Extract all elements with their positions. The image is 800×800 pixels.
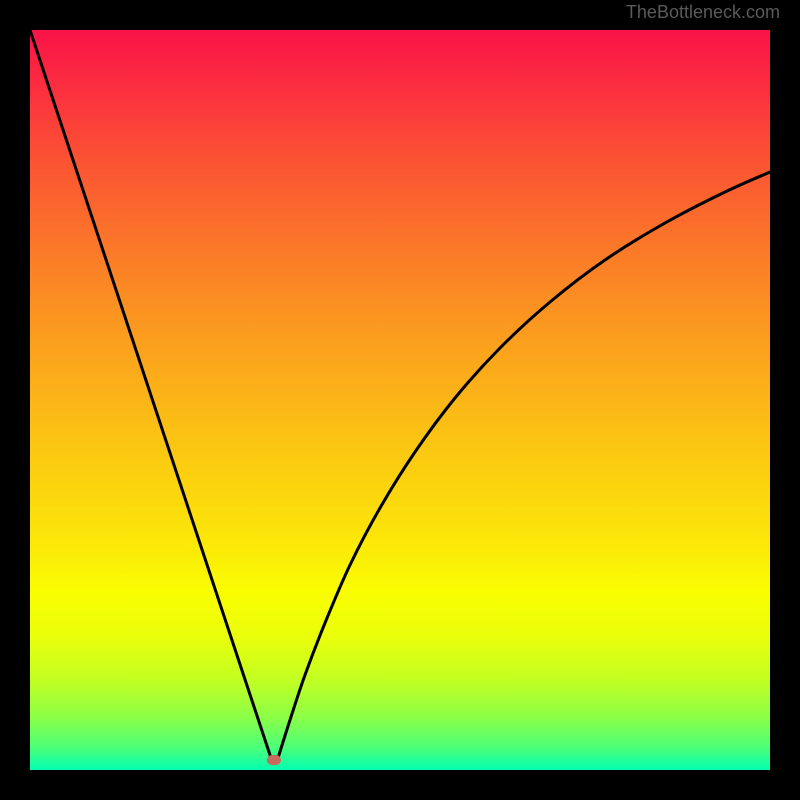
watermark-text: TheBottleneck.com [626,2,780,23]
minimum-marker [267,755,281,765]
plot-area [30,30,770,770]
bottleneck-curve [30,30,770,770]
